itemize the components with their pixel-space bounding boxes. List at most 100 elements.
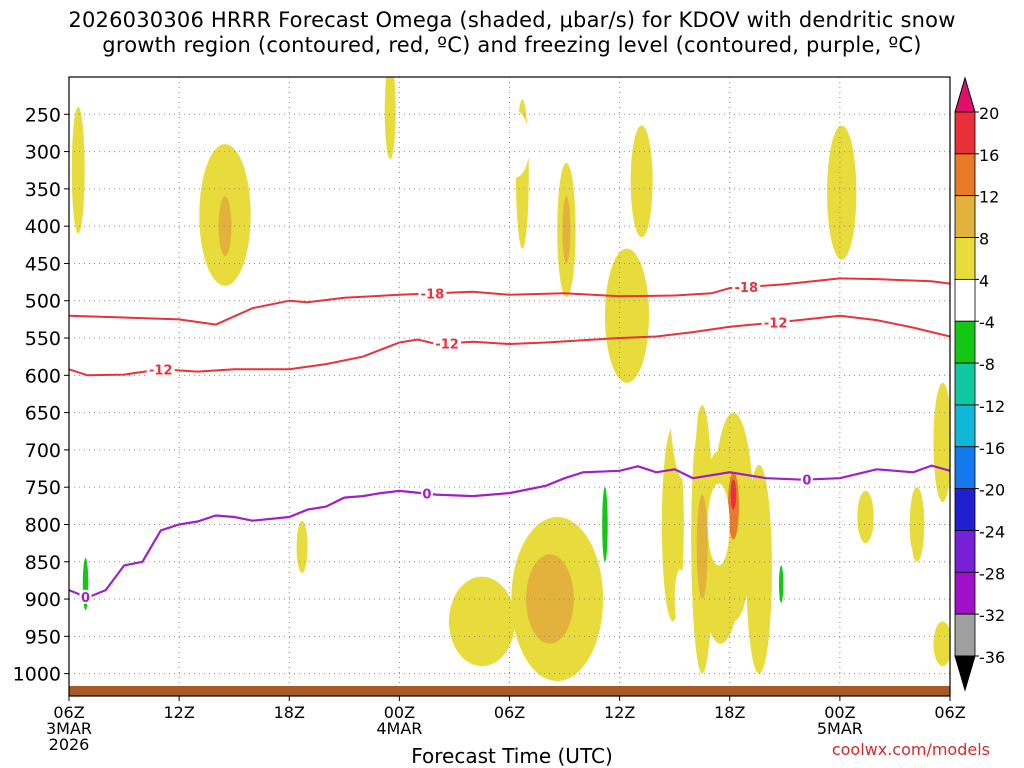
contour-label-bg [433,336,462,351]
contour-label-bg [418,286,447,301]
omega-descent-region [384,77,396,160]
omega-ascent-region [575,125,616,268]
omega-ascent-region [793,558,809,641]
y-tick-label: 500 [25,291,61,313]
y-axis: 250 300 350 400 450 500 550 600 650 700 750 800 850 9… [13,104,69,686]
freezing-level-label: 0 [81,591,90,606]
omega-ascent-region [778,565,784,603]
colorbar-label: 4 [979,271,989,290]
x-tick-label: 12Z [604,703,635,722]
x-tick-label: 4MAR [376,719,422,738]
omega-descent-region [827,125,857,260]
colorbar-band [954,571,976,615]
omega-ascent-region [637,617,657,670]
colorbar-label: -16 [979,439,1005,458]
omega-descent-region [630,125,653,238]
omega-ascent-region [211,371,217,409]
colorbar-label: -32 [979,606,1005,625]
colorbar: 20 16 12 8 4 -4 -8 -12 -16 -20 -24 -28 -32 -36 [954,76,1005,692]
omega-descent-region [696,494,708,600]
dendritic-contour-label: -18 [421,287,445,302]
omega-ascent-region [943,241,950,331]
omega-ascent-region [882,144,934,339]
omega-descent-region [933,382,950,503]
omega-ascent-region [153,218,180,383]
x-axis-title: Forecast Time (UTC) [411,744,613,768]
omega-ascent-region [542,125,547,148]
x-tick-label: 18Z [274,703,305,722]
omega-ascent-region [823,628,831,659]
chart-title-line1: 2026030306 HRRR Forecast Omega (shaded, … [68,8,956,32]
dendritic-contour-label: -18 [735,281,759,296]
omega-ascent-region [394,177,401,201]
colorbar-label: 12 [979,188,999,207]
x-tick-label: 00Z [384,703,415,722]
omega-ascent-region [447,390,484,495]
freezing-level-label: 0 [802,474,811,489]
omega-descent-region [218,196,232,256]
y-tick-label: 550 [25,328,61,350]
omega-ascent-region [781,360,807,465]
contour-label-bg [800,472,813,487]
colorbar-label: -28 [979,564,1005,583]
omega-ascent-region [267,203,293,331]
y-tick-label: 400 [25,216,61,238]
omega-ascent-region [74,464,97,644]
omega-descent-region [933,621,950,667]
colorbar-band [954,237,976,280]
colorbar-band [954,404,976,448]
contour-label-bg [420,486,433,501]
colorbar-band [954,488,976,531]
y-tick-label: 350 [25,179,61,201]
omega-ascent-region [833,405,858,600]
colorbar-label: -12 [979,397,1005,416]
colorbar-band [954,278,976,322]
omega-ascent-region [935,103,950,201]
colorbar-band [954,111,976,155]
omega-ascent-region [532,487,542,503]
chart-title-line2: growth region (contoured, red, ºC) and f… [102,33,922,57]
colorbar-band [954,153,976,197]
x-tick-label: 12Z [163,703,194,722]
dendritic-contour-label: -12 [435,337,459,352]
omega-ascent-region [707,483,730,566]
omega-ascent-region [674,569,686,629]
omega-ascent-region [844,576,850,592]
omega-ascent-region [903,390,917,450]
omega-ascent-region [102,192,121,215]
colorbar-band [954,446,976,490]
x-tick-label: 00Z [824,703,855,722]
freezing-level-line [69,464,950,599]
omega-ascent-region [621,468,633,551]
contour-label-bg [761,315,790,330]
colorbar-label: -24 [979,522,1005,541]
colorbar-under-triangle [954,655,976,692]
dendritic-contour-line [69,277,950,326]
y-tick-label: 800 [25,514,61,536]
omega-descent-region [909,487,925,562]
omega-ascent-region [669,285,699,480]
colorbar-band [954,362,976,406]
y-tick-label: 650 [25,403,61,425]
omega-descent-region [730,479,737,510]
omega-ascent-region [101,613,114,674]
colorbar-over-triangle [954,76,976,113]
omega-descent-region [71,106,85,234]
omega-ascent-region [760,77,802,335]
x-tick-label: 06Z [934,703,965,722]
omega-ascent-region [872,442,903,652]
colorbar-label: -20 [979,481,1005,500]
y-tick-label: 1000 [13,664,61,686]
y-tick-label: 600 [25,365,61,387]
omega-descent-region [857,490,874,544]
colorbar-band [954,195,976,238]
colorbar-label: 8 [979,230,989,249]
contour-label-bg [146,362,175,377]
omega-descent-region [448,576,516,667]
credit-text: coolwx.com/models [831,740,990,759]
omega-ascent-region [432,255,444,361]
x-tick-label: 2026 [49,735,90,754]
dendritic-contour-label: -12 [149,363,173,378]
